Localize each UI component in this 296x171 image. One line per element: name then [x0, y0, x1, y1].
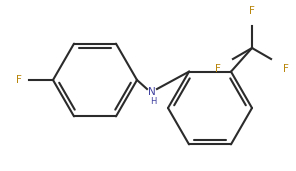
Text: F: F [16, 75, 22, 85]
Text: N: N [148, 87, 156, 97]
Text: F: F [283, 64, 289, 74]
Text: F: F [249, 6, 255, 16]
Text: F: F [215, 64, 221, 74]
Text: H: H [150, 96, 156, 106]
